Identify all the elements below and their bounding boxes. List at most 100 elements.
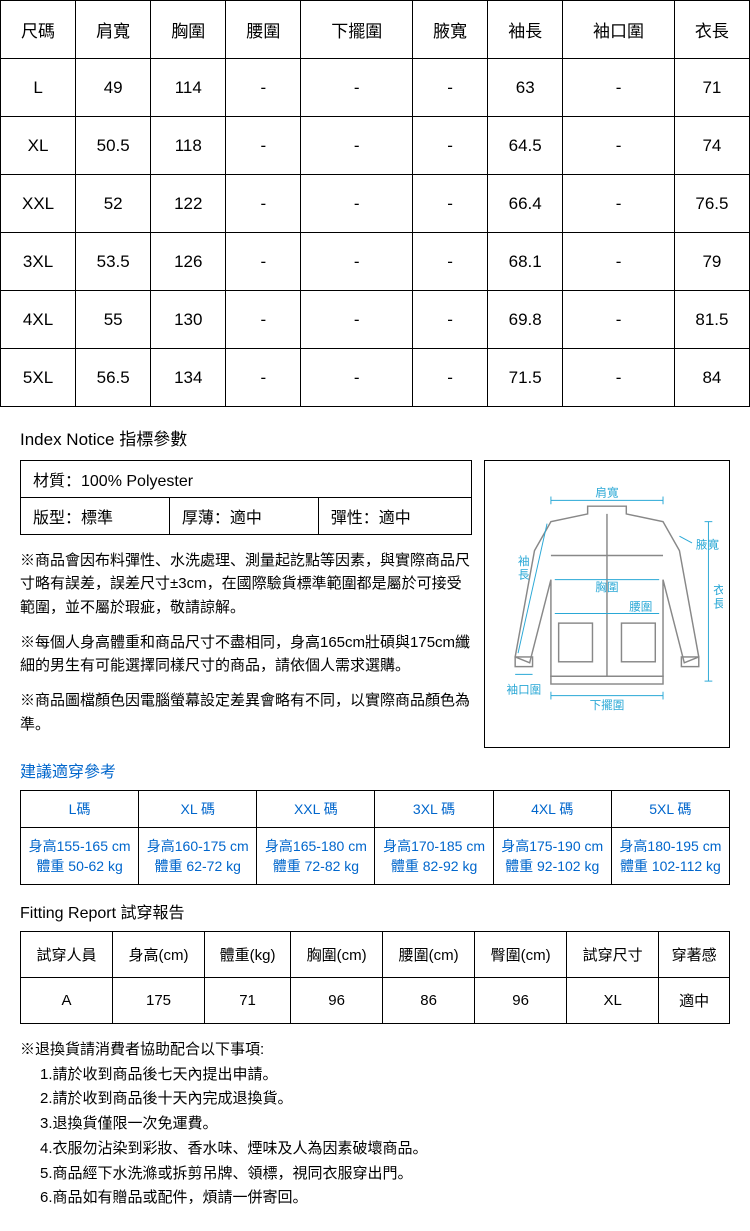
size-cell: -	[301, 117, 413, 175]
fitting-cell: 適中	[659, 977, 730, 1023]
suggest-col-header: L碼	[21, 790, 139, 827]
size-cell: 122	[151, 175, 226, 233]
size-cell: -	[563, 117, 675, 175]
size-cell: -	[226, 291, 301, 349]
fitting-col-header: 穿著感	[659, 931, 730, 977]
size-cell: 81.5	[674, 291, 749, 349]
size-cell: -	[413, 233, 488, 291]
size-cell: -	[413, 291, 488, 349]
size-cell: -	[301, 349, 413, 407]
return-policy: ※退換貨請消費者協助配合以下事項: 1.請於收到商品後七天內提出申請。 2.請於…	[20, 1038, 730, 1231]
return-item: 6.商品如有贈品或配件，煩請一併寄回。	[20, 1186, 730, 1211]
size-cell: -	[563, 59, 675, 117]
return-item: 4.衣服勿沾染到彩妝、香水味、煙味及人為因素破壞商品。	[20, 1137, 730, 1162]
note-2: ※商品圖檔顏色因電腦螢幕設定差異會略有不同，以實際商品顏色為準。	[20, 689, 472, 736]
label-cuff: 袖口圍	[507, 683, 542, 697]
size-cell: 3XL	[1, 233, 76, 291]
size-cell: -	[563, 291, 675, 349]
size-cell: L	[1, 59, 76, 117]
suggest-col-header: 4XL 碼	[493, 790, 611, 827]
fitting-cell: A	[21, 977, 113, 1023]
suggest-col-header: XXL 碼	[257, 790, 375, 827]
size-cell: XXL	[1, 175, 76, 233]
size-cell: 76.5	[674, 175, 749, 233]
suggest-col-header: 3XL 碼	[375, 790, 493, 827]
label-armhole: 腋寬	[696, 538, 720, 552]
index-notice-table: 材質：100% Polyester 版型：標準 厚薄：適中 彈性：適中	[20, 460, 472, 535]
suggest-cell: 身高170-185 cm體重 82-92 kg	[375, 827, 493, 884]
fitting-cell: 175	[113, 977, 205, 1023]
suggest-cell: 身高175-190 cm體重 92-102 kg	[493, 827, 611, 884]
index-notes: ※商品會因布料彈性、水洗處理、測量起訖點等因素，與實際商品尺寸略有誤差，誤差尺寸…	[20, 549, 472, 736]
size-cell: 134	[151, 349, 226, 407]
size-col-header: 胸圍	[151, 1, 226, 59]
size-col-header: 下擺圍	[301, 1, 413, 59]
table-row: XL50.5118---64.5-74	[1, 117, 750, 175]
size-col-header: 尺碼	[1, 1, 76, 59]
fit-type: 版型：標準	[21, 498, 170, 535]
fitting-cell: 96	[475, 977, 567, 1023]
size-cell: 66.4	[488, 175, 563, 233]
note-1: ※每個人身高體重和商品尺寸不盡相同，身高165cm壯碩與175cm纖細的男生有可…	[20, 631, 472, 678]
size-cell: -	[226, 233, 301, 291]
size-cell: 56.5	[76, 349, 151, 407]
size-cell: 4XL	[1, 291, 76, 349]
size-cell: 130	[151, 291, 226, 349]
fitting-col-header: 試穿尺寸	[567, 931, 659, 977]
fitting-col-header: 胸圍(cm)	[291, 931, 383, 977]
fitting-col-header: 身高(cm)	[113, 931, 205, 977]
label-hem: 下擺圍	[590, 698, 625, 712]
size-cell: 71	[674, 59, 749, 117]
index-notice-title: Index Notice 指標參數	[20, 425, 730, 450]
suggest-cell: 身高160-175 cm體重 62-72 kg	[139, 827, 257, 884]
size-cell: -	[563, 349, 675, 407]
size-col-header: 衣長	[674, 1, 749, 59]
size-cell: 53.5	[76, 233, 151, 291]
size-col-header: 肩寬	[76, 1, 151, 59]
fitting-table: 試穿人員身高(cm)體重(kg)胸圍(cm)腰圍(cm)臀圍(cm)試穿尺寸穿著…	[20, 931, 730, 1024]
size-cell: 49	[76, 59, 151, 117]
size-cell: -	[413, 349, 488, 407]
thickness: 厚薄：適中	[169, 498, 318, 535]
size-cell: 5XL	[1, 349, 76, 407]
suggest-title: 建議適穿參考	[20, 758, 730, 782]
suggest-table: L碼XL 碼XXL 碼3XL 碼4XL 碼5XL 碼 身高155-165 cm體…	[20, 790, 730, 885]
table-row: XXL52122---66.4-76.5	[1, 175, 750, 233]
size-cell: -	[563, 233, 675, 291]
fitting-col-header: 腰圍(cm)	[383, 931, 475, 977]
size-cell: 63	[488, 59, 563, 117]
size-cell: 114	[151, 59, 226, 117]
size-cell: 79	[674, 233, 749, 291]
fitting-cell: 71	[205, 977, 291, 1023]
size-cell: 118	[151, 117, 226, 175]
size-cell: -	[301, 291, 413, 349]
size-col-header: 袖口圍	[563, 1, 675, 59]
size-cell: 126	[151, 233, 226, 291]
size-cell: -	[226, 175, 301, 233]
elasticity: 彈性：適中	[318, 498, 471, 535]
suggest-cell: 身高155-165 cm體重 50-62 kg	[21, 827, 139, 884]
size-cell: -	[413, 59, 488, 117]
return-item: 1.請於收到商品後七天內提出申請。	[20, 1063, 730, 1088]
table-row: A17571968696XL適中	[21, 977, 730, 1023]
table-row: 5XL56.5134---71.5-84	[1, 349, 750, 407]
label-body-len: 衣長	[713, 583, 723, 611]
size-cell: -	[226, 117, 301, 175]
size-cell: 64.5	[488, 117, 563, 175]
size-cell: 74	[674, 117, 749, 175]
size-cell: -	[301, 233, 413, 291]
size-cell: 55	[76, 291, 151, 349]
size-cell: -	[226, 59, 301, 117]
size-cell: 69.8	[488, 291, 563, 349]
label-sleeve-len: 袖長	[518, 554, 530, 582]
label-waist: 腰圍	[629, 601, 652, 614]
size-col-header: 腰圍	[226, 1, 301, 59]
size-cell: -	[301, 59, 413, 117]
fitting-col-header: 試穿人員	[21, 931, 113, 977]
size-cell: 52	[76, 175, 151, 233]
size-cell: XL	[1, 117, 76, 175]
size-cell: 84	[674, 349, 749, 407]
table-row: 3XL53.5126---68.1-79	[1, 233, 750, 291]
size-cell: 71.5	[488, 349, 563, 407]
suggest-col-header: XL 碼	[139, 790, 257, 827]
